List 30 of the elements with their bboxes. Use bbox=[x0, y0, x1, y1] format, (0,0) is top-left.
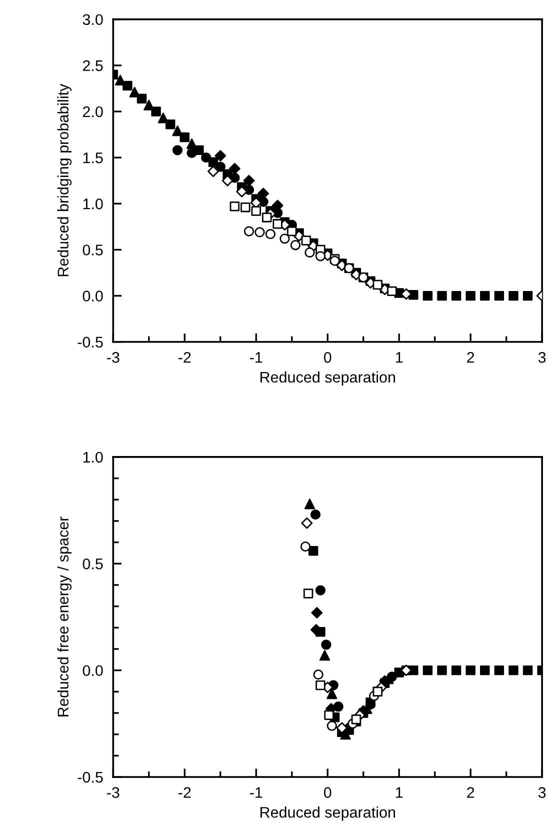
y-tick-label: 0.0 bbox=[82, 665, 103, 676]
x-tick-label: -3 bbox=[107, 787, 120, 798]
y-tick-label: -0.5 bbox=[78, 336, 103, 348]
x-tick-label: 3 bbox=[538, 352, 546, 363]
y-tick-label: 0.0 bbox=[82, 290, 103, 302]
x-tick-label: 0 bbox=[324, 352, 332, 363]
x-tick-label: 0 bbox=[324, 787, 332, 798]
y-tick-label: 0.5 bbox=[82, 244, 103, 256]
y-tick-label: 1.5 bbox=[83, 152, 103, 164]
y-tick-label: 1.0 bbox=[83, 452, 103, 463]
x-tick-label: 2 bbox=[467, 352, 474, 363]
x-tick-label: -3 bbox=[107, 352, 120, 363]
y-axis-title: Reduced bridging probability bbox=[57, 84, 72, 276]
x-axis-title: Reduced separation bbox=[260, 806, 395, 821]
x-tick-label: -1 bbox=[250, 787, 262, 798]
x-tick-label: 3 bbox=[538, 787, 546, 798]
x-tick-label: 2 bbox=[467, 787, 474, 798]
x-tick-label: -1 bbox=[250, 352, 262, 363]
y-tick-label: 2.0 bbox=[82, 106, 103, 118]
y-tick-label: 2.5 bbox=[82, 60, 103, 72]
x-tick-label: 1 bbox=[396, 352, 403, 363]
y-tick-label: 3.0 bbox=[82, 14, 103, 26]
x-tick-label: -2 bbox=[178, 352, 191, 363]
y-tick-label: -0.5 bbox=[78, 772, 103, 783]
x-axis-title: Reduced separation bbox=[260, 371, 395, 386]
y-axis-title: Reduced free energy / spacer bbox=[57, 516, 72, 716]
x-tick-label: -2 bbox=[178, 787, 191, 798]
y-tick-label: 1.0 bbox=[83, 198, 103, 210]
y-tick-label: 0.5 bbox=[82, 558, 103, 570]
x-tick-label: 1 bbox=[396, 787, 403, 798]
